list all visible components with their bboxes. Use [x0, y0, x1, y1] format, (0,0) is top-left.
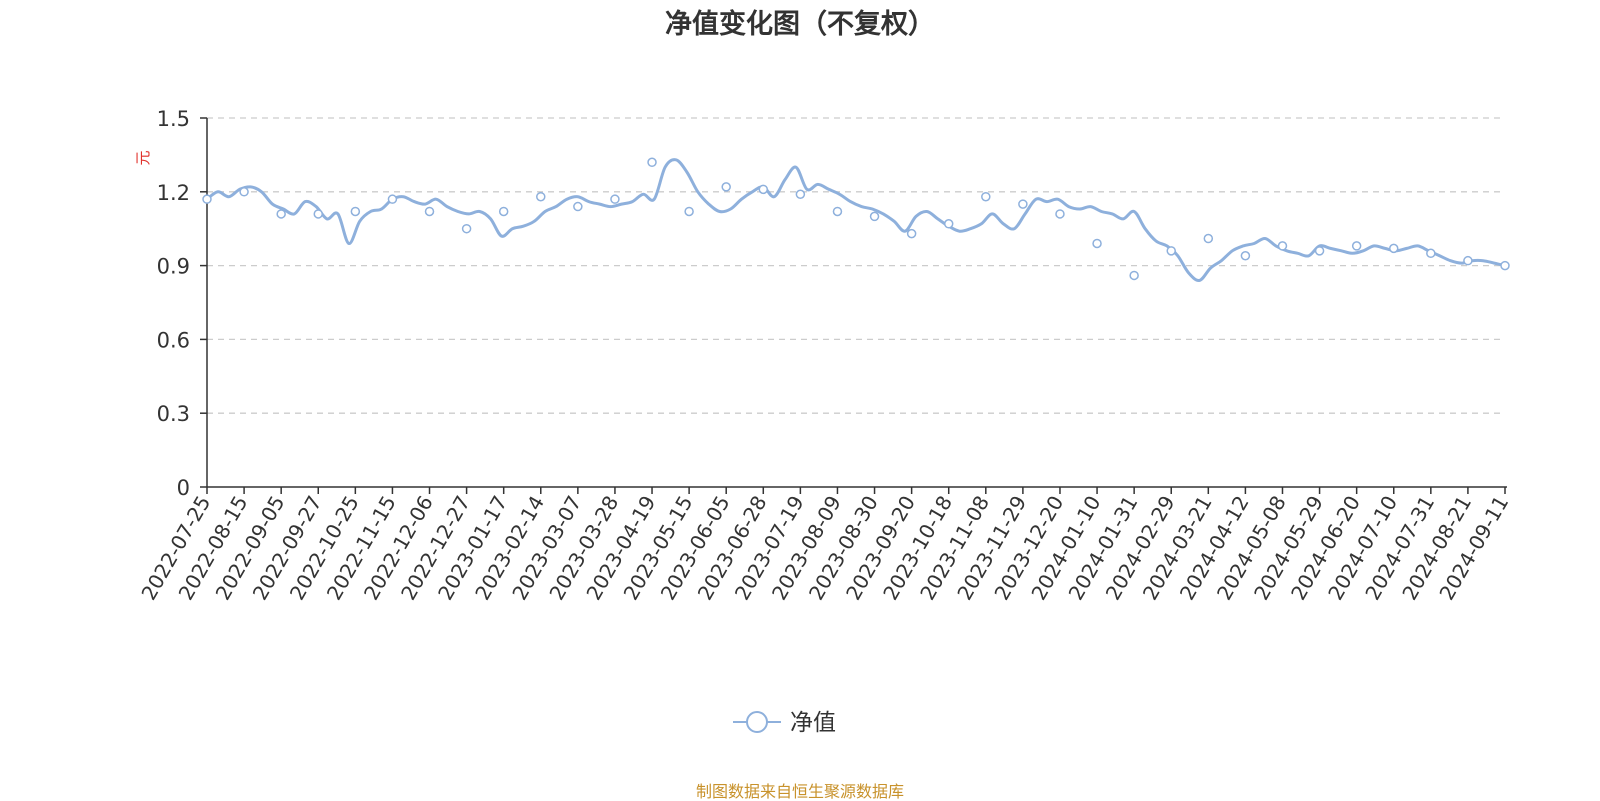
- data-point-marker[interactable]: [202, 194, 212, 204]
- data-point-marker[interactable]: [424, 206, 435, 217]
- legend-label: 净值: [790, 710, 836, 736]
- y-tick-label: 0: [177, 476, 190, 500]
- data-point-marker[interactable]: [1240, 251, 1251, 261]
- chart-title: 净值变化图（不复权）: [665, 9, 935, 40]
- data-point-marker[interactable]: [1426, 248, 1436, 259]
- y-tick-label: 0.9: [157, 255, 190, 279]
- source-note: 制图数据来自恒生聚源数据库: [695, 782, 904, 801]
- series-line: [206, 158, 1506, 282]
- data-point-marker[interactable]: [1129, 270, 1139, 281]
- data-point-marker[interactable]: [313, 209, 324, 219]
- data-point-marker[interactable]: [1203, 233, 1214, 244]
- data-point-marker[interactable]: [906, 228, 917, 239]
- data-point-marker[interactable]: [1500, 260, 1510, 271]
- data-point-marker[interactable]: [1277, 241, 1288, 251]
- data-point-marker[interactable]: [350, 206, 361, 217]
- data-point-marker[interactable]: [832, 206, 843, 217]
- data-point-marker[interactable]: [461, 223, 472, 234]
- data-point-marker[interactable]: [1314, 246, 1325, 256]
- y-tick-label: 0.3: [157, 402, 190, 426]
- data-point-marker[interactable]: [610, 194, 620, 204]
- data-point-marker[interactable]: [1018, 199, 1028, 209]
- data-point-marker[interactable]: [1166, 246, 1176, 256]
- y-axis-unit: 元: [134, 150, 152, 165]
- data-point-marker[interactable]: [684, 206, 694, 217]
- y-tick-label: 1.5: [157, 107, 190, 131]
- grid-lines: [207, 117, 1500, 414]
- legend[interactable]: 净值: [733, 710, 836, 736]
- data-point-marker[interactable]: [1092, 238, 1102, 249]
- y-tick-label: 1.2: [157, 181, 190, 205]
- y-tick-label: 0.6: [157, 328, 190, 352]
- data-point-marker[interactable]: [721, 182, 731, 192]
- data-point-marker[interactable]: [1351, 241, 1362, 251]
- data-point-marker[interactable]: [647, 157, 657, 168]
- data-point-marker[interactable]: [869, 211, 880, 222]
- data-point-marker[interactable]: [795, 189, 806, 200]
- data-point-marker[interactable]: [536, 191, 546, 202]
- axes: [206, 118, 1507, 488]
- y-tick-labels: 0 0.3 0.6 0.9 1.2 1.5: [157, 107, 207, 500]
- data-point-marker[interactable]: [981, 191, 991, 202]
- data-point-marker[interactable]: [943, 219, 954, 229]
- legend-marker-icon: [746, 711, 768, 733]
- nav-line-chart: 0 0.3 0.6 0.9 1.2 1.5 2022-07-252022-08-15202…: [134, 107, 1513, 736]
- data-point-marker[interactable]: [276, 209, 286, 219]
- data-point-marker[interactable]: [1055, 209, 1065, 219]
- data-point-marker[interactable]: [239, 187, 249, 197]
- series-net-value: [202, 157, 1510, 282]
- data-point-marker[interactable]: [758, 184, 769, 195]
- data-point-marker[interactable]: [573, 201, 583, 212]
- data-point-marker[interactable]: [1388, 243, 1399, 254]
- x-tick-labels: 2022-07-252022-08-152022-09-052022-09-27…: [136, 487, 1513, 604]
- data-point-marker[interactable]: [387, 194, 398, 204]
- data-point-marker[interactable]: [498, 206, 509, 217]
- data-point-marker[interactable]: [1463, 255, 1473, 266]
